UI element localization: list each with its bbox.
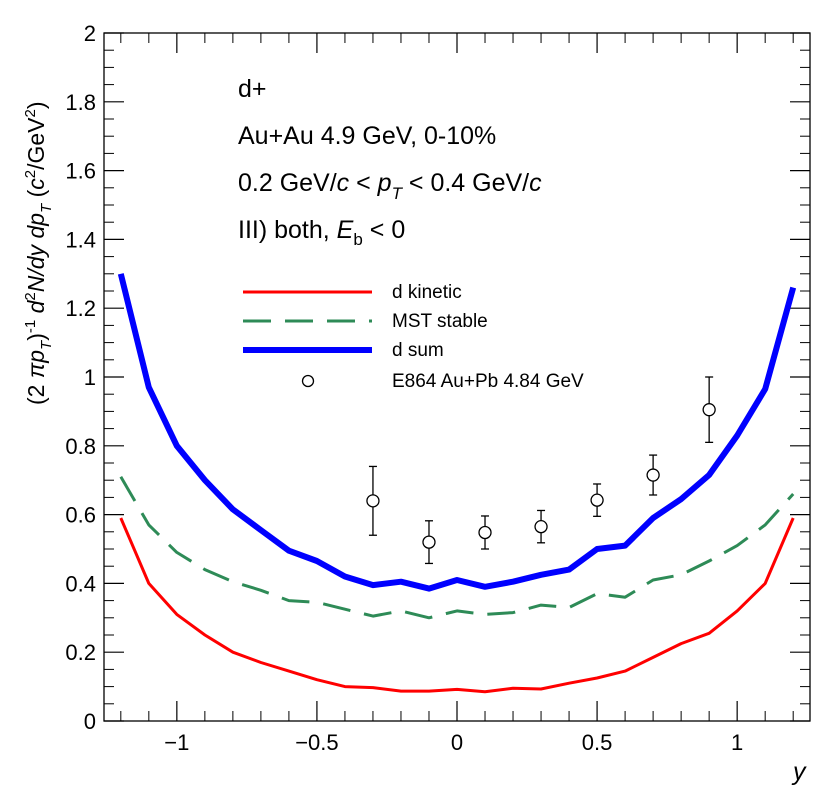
legend-marker-e864	[301, 374, 315, 388]
data-point	[478, 525, 492, 540]
legend-label-d-kinetic: d kinetic	[392, 282, 462, 303]
data-point	[422, 535, 436, 549]
data-point	[590, 493, 604, 507]
axis-tick-labels: −1 −0.5 0 0.5 1 0 0.2 0.4 0.6 0.8 1 1.2 1.4 1.6 1.8 2	[65, 21, 743, 755]
axis-ticks	[104, 32, 810, 722]
y-tick-label: 0.6	[65, 503, 96, 528]
series-line-d-kinetic	[119, 517, 795, 694]
data-point	[646, 468, 660, 482]
x-tick-label: 1	[731, 730, 743, 755]
y-tick-label: 1.4	[65, 227, 96, 252]
legend-label-mst-stable: MST stable	[392, 311, 488, 332]
x-tick-label: −0.5	[295, 730, 338, 755]
legend: d kinetic MST stable d sum E864 Au+Pb 4.…	[243, 282, 584, 392]
x-tick-label: −1	[164, 730, 189, 755]
series-layer	[117, 273, 797, 694]
legend-label-e864: E864 Au+Pb 4.84 GeV	[392, 371, 584, 392]
series-line-mst-stable	[119, 476, 795, 620]
annotation-system: Au+Au 4.9 GeV, 0-10%	[238, 122, 496, 150]
series-line-d-sum	[117, 273, 797, 592]
y-tick-label: 0.8	[65, 434, 96, 459]
y-tick-label: 1.8	[65, 90, 96, 115]
annotation-pt-range: 0.2 GeV/c < pT < 0.4 GeV/c	[238, 169, 542, 203]
legend-label-d-sum: d sum	[392, 340, 444, 361]
y-tick-label: 1.2	[65, 296, 96, 321]
x-tick-label: 0.5	[582, 730, 613, 755]
data-point	[702, 403, 716, 417]
y-tick-label: 0	[84, 709, 96, 734]
data-point	[534, 519, 548, 534]
y-tick-label: 2	[84, 21, 96, 46]
annotation-particle: d+	[238, 75, 267, 103]
y-tick-label: 1	[84, 365, 96, 390]
y-tick-label: 0.2	[65, 640, 96, 665]
x-axis-title: y	[791, 758, 807, 786]
data-point	[366, 494, 380, 508]
y-axis-title: (2 πpT)-1 d2N/dy dpT (c2/GeV2)	[22, 101, 55, 405]
x-tick-label: 0	[451, 730, 463, 755]
annotation-scenario: III) both, Eb < 0	[238, 216, 405, 249]
y-tick-label: 0.4	[65, 571, 96, 596]
y-tick-label: 1.6	[65, 159, 96, 184]
